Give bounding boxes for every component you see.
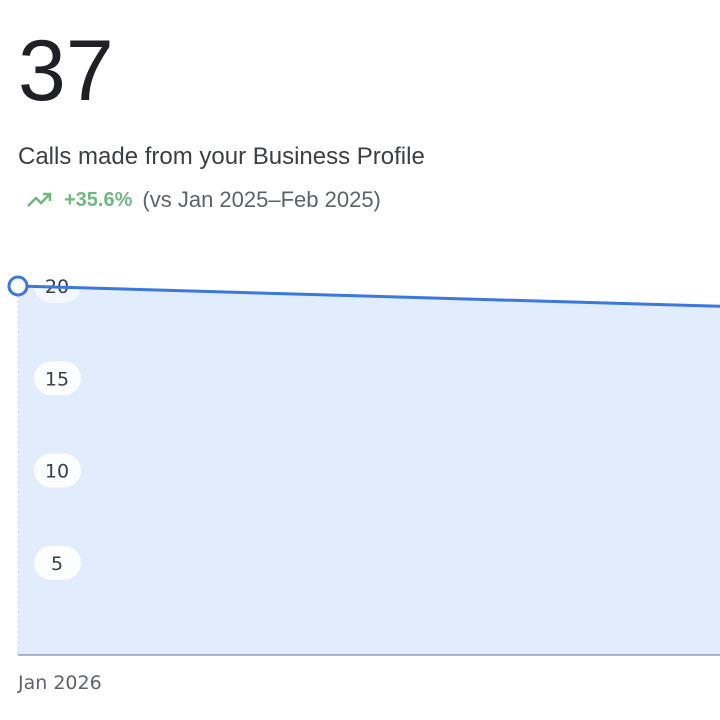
area-fill — [18, 286, 720, 655]
y-tick-pill — [34, 361, 81, 396]
y-tick-pill — [34, 453, 81, 488]
y-tick-label: 15 — [45, 368, 69, 390]
y-tick-pill — [34, 545, 81, 580]
y-tick-label: 5 — [51, 553, 63, 575]
metric-value: 37 — [18, 23, 114, 119]
metric-label: Calls made from your Business Profile — [18, 143, 425, 170]
trending-up-icon — [27, 192, 52, 207]
comparison-period: (vs Jan 2025–Feb 2025) — [142, 187, 381, 212]
trend-row: +35.6% (vs Jan 2025–Feb 2025) — [26, 187, 381, 213]
change-percent: +35.6% — [64, 188, 133, 211]
data-point[interactable] — [7, 275, 29, 297]
series-line — [17, 284, 720, 308]
x-tick-label: Jan 2026 — [17, 672, 102, 694]
y-tick-label: 10 — [45, 461, 69, 483]
